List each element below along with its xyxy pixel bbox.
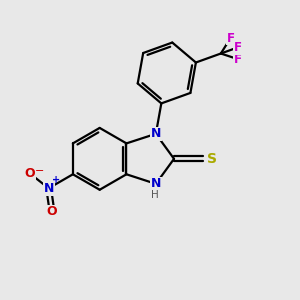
Text: F: F bbox=[234, 53, 242, 66]
Text: N: N bbox=[151, 177, 161, 190]
Text: F: F bbox=[226, 32, 235, 45]
Text: F: F bbox=[234, 41, 242, 54]
Text: H: H bbox=[151, 190, 158, 200]
Text: −: − bbox=[35, 166, 44, 176]
Text: O: O bbox=[25, 167, 35, 180]
Text: S: S bbox=[207, 152, 217, 166]
Text: N: N bbox=[44, 182, 54, 195]
Text: +: + bbox=[52, 175, 60, 185]
Text: O: O bbox=[47, 205, 57, 218]
Text: N: N bbox=[151, 127, 161, 140]
